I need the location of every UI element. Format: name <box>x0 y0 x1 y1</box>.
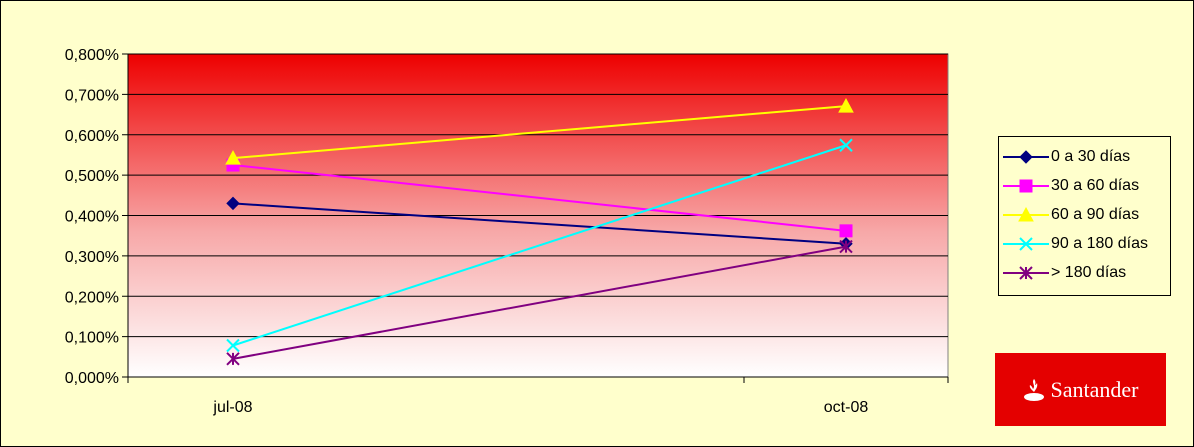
legend-label: 90 a 180 días <box>1051 234 1148 252</box>
data-point <box>226 338 240 353</box>
flame-icon <box>1023 378 1044 401</box>
legend-item: 0 a 30 días <box>999 142 1170 171</box>
data-point <box>226 352 240 366</box>
legend-swatch <box>1003 265 1049 280</box>
y-tick-label: 0,000% <box>65 370 119 387</box>
data-point <box>838 98 854 113</box>
data-point <box>225 150 241 165</box>
legend-label: 30 a 60 días <box>1051 176 1140 194</box>
legend-swatch <box>1003 179 1049 192</box>
x-tick-label: jul-08 <box>212 399 252 416</box>
data-point <box>839 239 853 254</box>
legend-swatch <box>1003 206 1049 221</box>
y-tick-label: 0,500% <box>65 168 119 185</box>
series-line <box>232 245 847 360</box>
legend-label: 0 a 30 días <box>1051 147 1131 165</box>
legend-marker <box>1018 206 1034 221</box>
legend-item: 90 a 180 días <box>999 229 1170 258</box>
data-point <box>839 138 853 152</box>
y-tick-label: 0,600% <box>65 128 119 145</box>
series-line <box>232 164 847 232</box>
series-line <box>232 144 847 347</box>
x-tick-label: oct-08 <box>824 399 869 416</box>
data-point <box>839 224 853 238</box>
y-tick-label: 0,800% <box>65 47 119 64</box>
y-tick-label: 0,300% <box>65 249 119 266</box>
legend-item: > 180 días <box>999 258 1170 287</box>
legend-label: > 180 días <box>1051 263 1127 281</box>
y-tick-label: 0,200% <box>65 289 119 306</box>
legend-marker <box>1019 265 1033 280</box>
y-tick-label: 0,400% <box>65 209 119 226</box>
legend-swatch <box>1003 149 1049 164</box>
legend-marker <box>1019 149 1033 164</box>
legend-marker <box>1019 179 1033 192</box>
legend: 0 a 30 días 30 a 60 días 60 a 90 días 90 a … <box>998 136 1171 296</box>
santander-logo: Santander <box>995 353 1166 426</box>
series-line <box>232 105 847 160</box>
series-line <box>232 202 847 245</box>
legend-item: 60 a 90 días <box>999 200 1170 229</box>
y-tick-label: 0,700% <box>65 87 119 104</box>
legend-swatch <box>1003 236 1049 251</box>
y-tick-label: 0,100% <box>65 330 119 347</box>
legend-label: 60 a 90 días <box>1051 205 1140 223</box>
legend-marker <box>1019 236 1033 251</box>
legend-item: 30 a 60 días <box>999 171 1170 200</box>
logo-text: Santander <box>1050 376 1139 402</box>
data-point <box>226 196 240 211</box>
